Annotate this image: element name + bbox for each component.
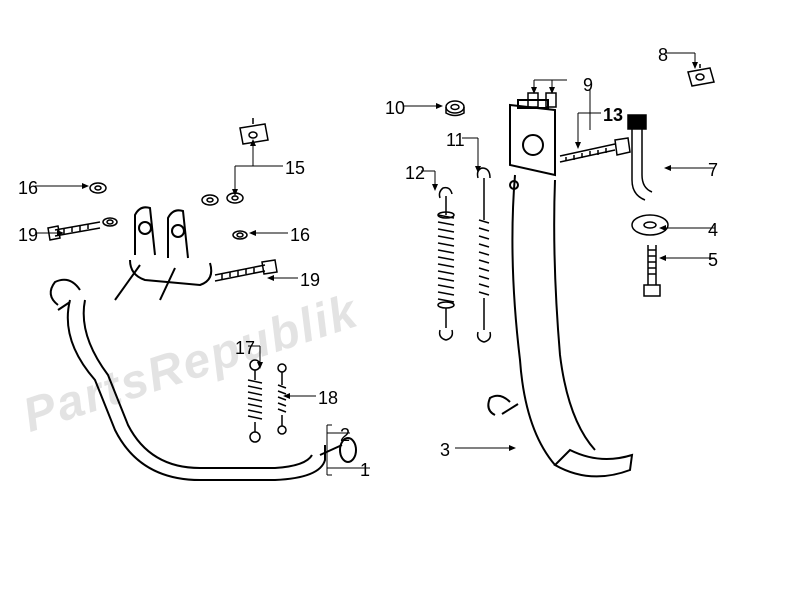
callout-3: 3 <box>440 440 450 461</box>
hardware-left <box>48 183 117 240</box>
callout-11: 11 <box>446 130 465 151</box>
callout-2: 2 <box>340 425 350 446</box>
callout-12: 12 <box>405 163 425 184</box>
center-stand-shape <box>51 207 356 480</box>
watermark-text: PartsRepublik <box>17 284 366 444</box>
callout-7: 7 <box>708 160 718 181</box>
callout-10: 10 <box>385 98 405 119</box>
callout-17: 17 <box>235 338 255 359</box>
callout-5: 5 <box>708 250 718 271</box>
callout-8: 8 <box>658 45 668 66</box>
springs-center-stand <box>248 360 286 442</box>
bolt-13 <box>560 138 630 162</box>
callout-19b: 19 <box>300 270 320 291</box>
callout-15: 15 <box>285 158 305 179</box>
clips-9 <box>528 93 556 107</box>
nut-10 <box>446 101 464 116</box>
callout-19a: 19 <box>18 225 38 246</box>
hardware-right <box>202 193 277 281</box>
callout-4: 4 <box>708 220 718 241</box>
nut-15 <box>240 118 268 144</box>
callout-16a: 16 <box>18 178 38 199</box>
callout-1: 1 <box>360 460 370 481</box>
switch-assembly <box>628 115 668 296</box>
callout-13: 13 <box>603 105 623 126</box>
callout-9: 9 <box>583 75 593 96</box>
diagram-svg <box>0 0 800 600</box>
springs-side-stand <box>438 168 490 342</box>
side-stand-shape <box>488 100 632 476</box>
callout-16b: 16 <box>290 225 310 246</box>
parts-diagram: PartsRepublik <box>0 0 800 600</box>
nut-8 <box>688 64 714 86</box>
callout-18: 18 <box>318 388 338 409</box>
